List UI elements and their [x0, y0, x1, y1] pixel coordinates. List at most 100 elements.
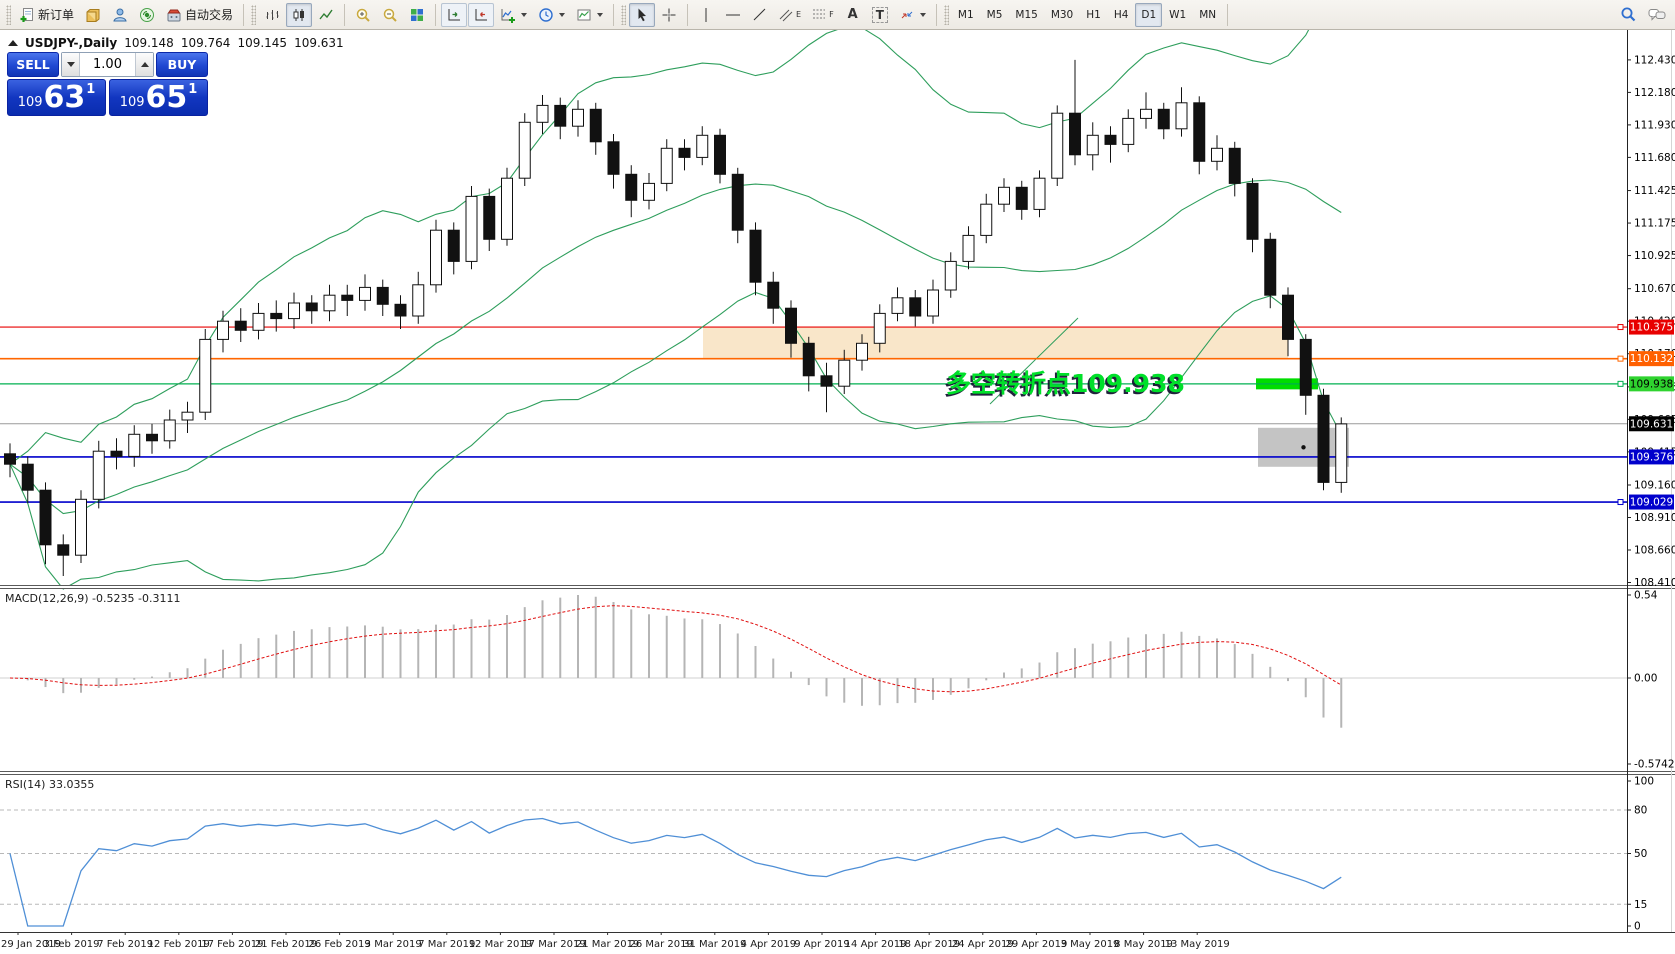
candlestick-icon [291, 7, 307, 23]
arrows-caret-icon [919, 12, 926, 17]
bollinger-bands [9, 0, 1342, 590]
toolbar-separator [243, 3, 245, 26]
label-tool-button[interactable]: T [867, 3, 893, 27]
svg-text:109.029: 109.029 [1630, 497, 1673, 509]
tf-d1[interactable]: D1 [1135, 2, 1163, 27]
toolbar-separator [687, 3, 689, 26]
data-window-button[interactable] [107, 3, 133, 27]
equidistant-channel-tool-button[interactable]: E [774, 3, 806, 27]
horizontal-level-lines [0, 324, 1627, 506]
toolbar-drag-handle[interactable] [621, 4, 627, 25]
candlestick-chart-button[interactable] [286, 2, 313, 27]
horizontal-line-tool-button[interactable] [720, 3, 746, 27]
svg-text:3 Feb 2019: 3 Feb 2019 [44, 939, 100, 950]
trendline-icon [752, 7, 768, 23]
templates-icon [576, 7, 592, 23]
periods-button[interactable] [533, 3, 570, 27]
toolbar-separator [1227, 3, 1229, 26]
profiles-button[interactable] [80, 3, 106, 27]
svg-text:109.631: 109.631 [1630, 418, 1673, 430]
svg-text:111.175: 111.175 [1634, 218, 1675, 230]
cursor-tool-button[interactable] [629, 2, 656, 27]
auto-scroll-icon [473, 7, 489, 23]
tile-windows-button[interactable] [404, 3, 430, 27]
svg-text:100: 100 [1634, 776, 1654, 788]
volume-up-icon [140, 62, 149, 67]
toolbar-separator [344, 3, 346, 26]
new-order-icon [19, 7, 35, 23]
volume-stepper: 1.00 [61, 52, 154, 77]
sell-price[interactable]: 109 63 1 [7, 79, 106, 116]
tile-windows-icon [409, 7, 425, 23]
svg-text:4 Apr 2019: 4 Apr 2019 [741, 939, 796, 950]
tf-h4[interactable]: H4 [1113, 8, 1129, 21]
cursor-icon [634, 7, 650, 23]
tf-mn[interactable]: MN [1199, 8, 1217, 21]
svg-text:112.430: 112.430 [1634, 54, 1675, 66]
chat-button[interactable] [1643, 3, 1671, 27]
macd-pane: 0.54 0.00 -0.5742 [0, 590, 1675, 771]
tf-m5[interactable]: M5 [986, 8, 1003, 21]
toolbar-drag-handle[interactable] [943, 4, 949, 25]
buy-button[interactable]: BUY [156, 52, 208, 77]
svg-text:0: 0 [1634, 921, 1641, 933]
svg-text:17 Mar 2019: 17 Mar 2019 [522, 939, 585, 950]
autotrading-label: 自动交易 [185, 8, 234, 22]
sell-price-big: 63 [43, 80, 86, 115]
line-chart-button[interactable] [313, 3, 339, 27]
fibonacci-letter: F [829, 10, 834, 19]
toolbar-separator [613, 3, 615, 26]
indicators-caret-icon [521, 12, 528, 17]
indicators-button[interactable] [495, 3, 532, 27]
ohlc-close: 109.631 [294, 36, 344, 50]
svg-text:3 May 2019: 3 May 2019 [1061, 939, 1120, 950]
svg-text:24 Apr 2019: 24 Apr 2019 [952, 939, 1014, 950]
svg-text:29 Apr 2019: 29 Apr 2019 [1005, 939, 1067, 950]
zoom-out-button[interactable] [377, 3, 403, 27]
text-tool-button[interactable]: A [840, 3, 866, 27]
zoom-in-icon [355, 7, 371, 23]
autotrading-button[interactable]: 自动交易 [161, 3, 238, 27]
bar-chart-button[interactable] [259, 3, 285, 27]
auto-scroll-button[interactable] [468, 2, 495, 27]
zoom-in-button[interactable] [350, 3, 376, 27]
fibonacci-tool-button[interactable]: F [807, 3, 839, 27]
level-price-labels: 110.375 110.132 109.938 109.631 109.376 109.0… [1629, 319, 1674, 510]
collapse-icon[interactable] [8, 40, 18, 46]
buy-price-base: 109 [119, 95, 145, 110]
tf-w1[interactable]: W1 [1169, 8, 1187, 21]
svg-text:111.680: 111.680 [1634, 152, 1675, 164]
tf-m15[interactable]: M15 [1015, 8, 1038, 21]
chart-shift-button[interactable] [441, 2, 468, 27]
toolbar-drag-handle[interactable] [6, 4, 11, 25]
one-click-trade-panel: SELL 1.00 BUY 109 63 1 109 65 1 [7, 52, 208, 116]
crosshair-tool-button[interactable] [656, 3, 682, 27]
tf-m30[interactable]: M30 [1050, 8, 1074, 21]
svg-text:15: 15 [1634, 899, 1647, 911]
sell-price-base: 109 [17, 95, 43, 110]
signals-button[interactable] [134, 3, 160, 27]
volume-down-button[interactable] [62, 53, 80, 76]
sell-button[interactable]: SELL [7, 52, 59, 77]
toolbar-drag-handle[interactable] [251, 4, 257, 25]
toolbar-separator [435, 3, 437, 26]
svg-text:108.660: 108.660 [1634, 545, 1675, 557]
rsi-indicator-label: RSI(14) 33.0355 [5, 778, 95, 791]
toolbar-separator [935, 3, 937, 26]
buy-price[interactable]: 109 65 1 [109, 79, 208, 116]
tf-m1[interactable]: M1 [957, 8, 974, 21]
volume-up-button[interactable] [135, 53, 153, 76]
svg-text:21 Mar 2019: 21 Mar 2019 [576, 939, 639, 950]
trendline-tool-button[interactable] [747, 3, 773, 27]
volume-value[interactable]: 1.00 [93, 57, 122, 72]
arrows-tool-button[interactable] [894, 3, 931, 27]
channel-icon [779, 7, 793, 23]
new-order-button[interactable]: 新订单 [14, 3, 79, 27]
vertical-line-tool-button[interactable] [693, 3, 719, 27]
search-button[interactable] [1615, 3, 1642, 27]
svg-text:17 Feb 2019: 17 Feb 2019 [201, 939, 263, 950]
tf-h1[interactable]: H1 [1086, 8, 1101, 21]
templates-button[interactable] [571, 3, 608, 27]
